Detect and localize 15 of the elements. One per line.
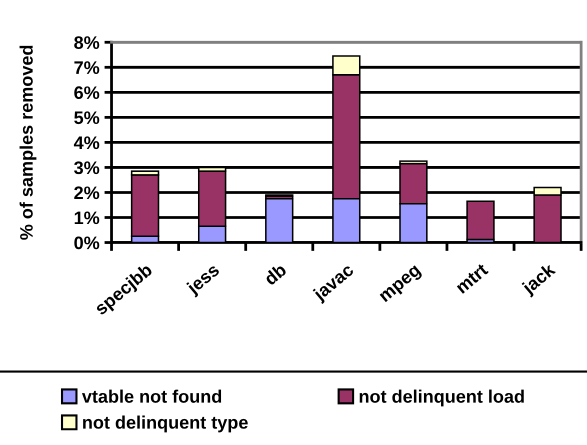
x-tick-label: mtrt bbox=[455, 263, 489, 294]
y-tick-label: 6% bbox=[74, 86, 100, 100]
y-tick-label: 8% bbox=[74, 36, 100, 49]
legend-label: not delinquent type bbox=[83, 416, 248, 432]
legend-label: vtable not found bbox=[82, 390, 222, 403]
y-tick-label: 7% bbox=[74, 61, 100, 74]
y-tick-label: 0% bbox=[74, 236, 100, 250]
y-tick-label: 3% bbox=[74, 161, 100, 174]
y-tick-label: 1% bbox=[74, 211, 100, 224]
y-tick-label: 4% bbox=[74, 136, 100, 150]
x-tick-label: db bbox=[262, 262, 288, 286]
y-axis-title: % of samples removed bbox=[20, 46, 36, 240]
y-tick-label: 5% bbox=[74, 111, 100, 124]
legend-label: not delinquent load bbox=[360, 390, 524, 406]
y-tick-label: 2% bbox=[74, 186, 100, 200]
